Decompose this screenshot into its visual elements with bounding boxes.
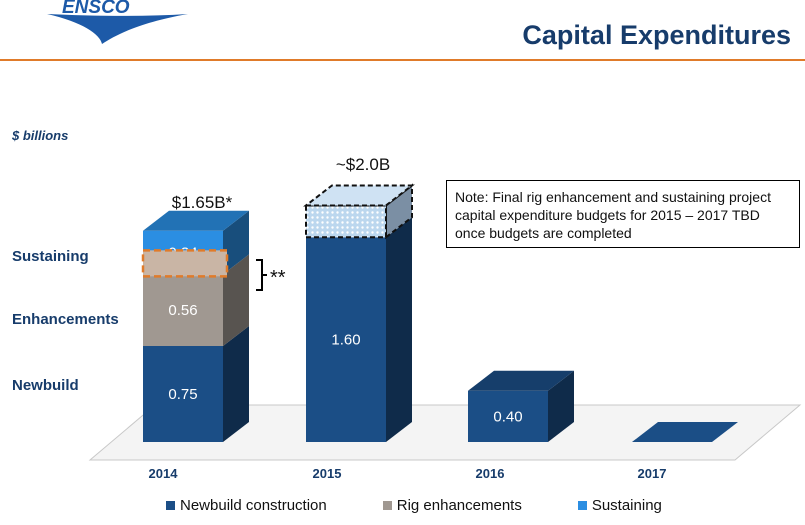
legend-item-sustaining: Sustaining (577, 497, 662, 514)
data-label-2014-newbuild: 0.75 (168, 386, 197, 403)
side-label-enhancements: Enhancements (12, 311, 119, 328)
legend-swatch-enhancements (382, 501, 392, 510)
bar-2014-sustaining-top (143, 210, 249, 231)
unit-label: $ billions (12, 128, 69, 143)
chart-legend: Newbuild construction Rig enhancements S… (166, 497, 662, 514)
header-divider (0, 59, 805, 61)
bar-2014-pending-segment (141, 249, 229, 278)
x-tick-2016: 2016 (476, 466, 505, 481)
bar-2014-newbuild-side (223, 326, 249, 442)
legend-swatch-newbuild (166, 501, 175, 510)
x-tick-2015: 2015 (313, 466, 342, 481)
total-label-2015: ~$2.0B (336, 155, 390, 174)
bar-2017-newbuild-top (632, 422, 738, 442)
legend-label-enhancements: Rig enhancements (396, 497, 522, 514)
data-label-2015-newbuild: 1.60 (331, 332, 360, 349)
bar-2015-newbuild-side (386, 217, 412, 442)
bar-2016-newbuild-top (468, 370, 574, 391)
bar-2014-enhancements-side (223, 254, 249, 346)
logo-text: ENSCO (62, 0, 130, 18)
data-label-2016-newbuild: 0.40 (493, 408, 522, 425)
legend-label-sustaining: Sustaining (591, 497, 662, 514)
legend-item-newbuild: Newbuild construction (166, 497, 327, 514)
legend-swatch-sustaining (577, 501, 587, 510)
legend-item-enhancements: Rig enhancements (382, 497, 522, 514)
bar-2014-enhancements-front (143, 274, 223, 346)
side-label-newbuild: Newbuild (12, 377, 79, 394)
page-title: Capital Expenditures (522, 20, 791, 50)
data-label-2014-enhancements: 0.56 (168, 302, 197, 319)
bracket-mark (256, 259, 263, 291)
x-tick-2014: 2014 (149, 466, 179, 481)
legend-label-newbuild: Newbuild construction (180, 497, 327, 514)
bar-2015-estimated-front (305, 204, 387, 239)
bar-2014-sustaining-side (223, 210, 249, 275)
bar-2015-estimated-top (303, 184, 415, 207)
ensco-logo (22, 0, 192, 48)
bracket-label: ** (270, 267, 286, 289)
note-box: Note: Final rig enhancement and sustaini… (446, 180, 800, 248)
logo-swoosh-icon (47, 14, 188, 44)
chart-floor (88, 404, 802, 461)
bar-2016-newbuild-side (548, 370, 574, 442)
bar-2014-newbuild-front (143, 346, 223, 442)
bar-2016-newbuild-front (468, 390, 548, 442)
capex-chart: 0.750.560.341.600.40 2014 2015 2016 2017… (88, 155, 802, 481)
side-label-sustaining: Sustaining (12, 248, 89, 265)
bar-2015-newbuild-front (306, 237, 386, 442)
total-label-2014: $1.65B* (172, 193, 233, 212)
x-tick-2017: 2017 (638, 466, 667, 481)
